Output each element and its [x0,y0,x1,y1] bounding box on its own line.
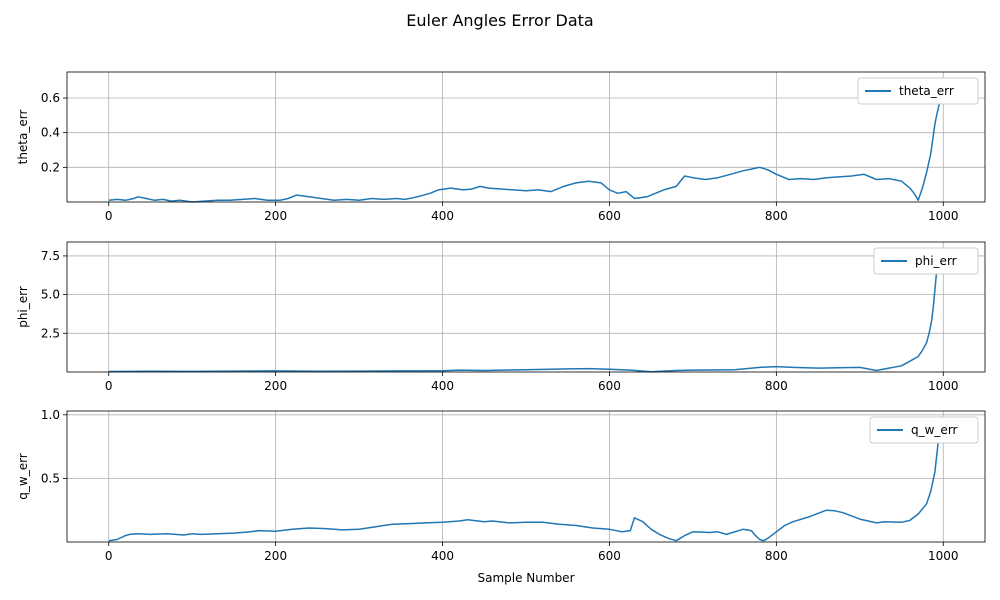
legend-box [857,77,979,105]
legend-box [869,416,979,444]
y-axis-label: phi_err [16,286,30,328]
y-axis-label: q_w_err [16,453,30,500]
axes-q-w-err: 0 200 400 600 800 1000 0.5 1.0 q_w_err Sample Num… [16,408,986,585]
x-tick-label: 1000 [928,209,959,223]
x-axis-label: Sample Number [477,571,574,585]
series-line-q-w-err [108,433,940,542]
x-tick-label: 400 [431,209,454,223]
x-tick-label: 400 [431,549,454,563]
y-tick-label: 0.2 [41,160,60,174]
y-tick-label: 0.4 [41,126,60,140]
x-tick-label: 1000 [928,379,959,393]
x-tick-label: 400 [431,379,454,393]
x-tick-label: 0 [105,379,113,393]
legend: q_w_err [869,416,979,444]
y-tick-label: 5.0 [41,288,60,302]
legend-box [873,247,979,275]
y-tick-label: 0.5 [41,471,60,485]
axes-phi-err: 0 200 400 600 800 1000 2.5 5.0 7.5 phi_err phi_err [16,241,986,393]
series-line-phi-err [108,248,940,373]
x-tick-label: 0 [105,549,113,563]
legend-label: theta_err [899,84,954,98]
legend-label: q_w_err [911,423,958,437]
x-tick-label: 0 [105,209,113,223]
y-axis-label: theta_err [16,110,30,165]
axes-frame [66,241,986,373]
x-tick-label: 800 [765,549,788,563]
legend: phi_err [873,247,979,275]
axes-frame [66,71,986,203]
series-line-theta-err [108,89,944,203]
x-tick-label: 200 [264,549,287,563]
x-tick-label: 600 [598,549,621,563]
x-tick-label: 200 [264,209,287,223]
legend-label: phi_err [915,254,957,268]
x-tick-label: 1000 [928,549,959,563]
x-tick-label: 800 [765,379,788,393]
y-tick-label: 2.5 [41,326,60,340]
y-tick-label: 1.0 [41,408,60,422]
legend: theta_err [857,77,979,105]
axes-frame [66,410,986,543]
axes-theta-err: 0 200 400 600 800 10000.20.40.6theta_errtheta… [16,71,986,223]
x-tick-label: 800 [765,209,788,223]
figure-title: Euler Angles Error Data [406,11,593,30]
y-tick-label: 0.6 [41,91,60,105]
x-tick-label: 600 [598,209,621,223]
x-tick-label: 200 [264,379,287,393]
y-tick-label: 7.5 [41,249,60,263]
x-tick-label: 600 [598,379,621,393]
